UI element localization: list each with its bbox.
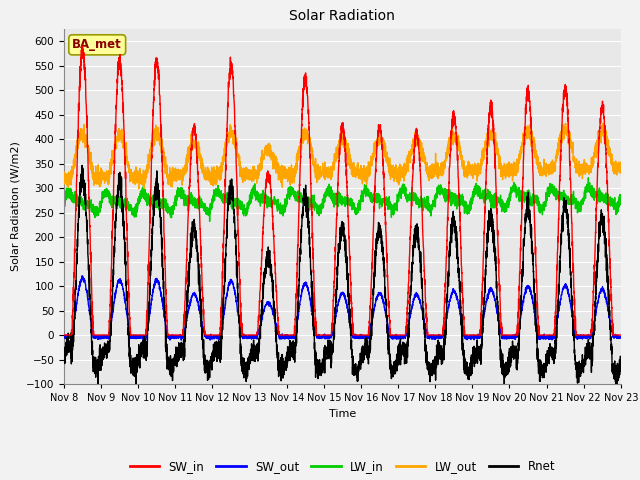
Rnet <box>499 362 507 368</box>
SW_in <box>322 332 330 338</box>
LW_out <box>499 167 507 172</box>
Rnet <box>60 354 68 360</box>
Rnet <box>616 359 624 364</box>
LW_out <box>135 186 143 192</box>
Line: Rnet: Rnet <box>64 165 621 386</box>
LW_out <box>160 151 168 156</box>
LW_in <box>616 200 624 205</box>
Rnet <box>322 357 330 362</box>
SW_out <box>206 337 214 343</box>
SW_in <box>60 332 68 338</box>
Y-axis label: Solar Radiation (W/m2): Solar Radiation (W/m2) <box>10 142 20 271</box>
SW_in <box>499 332 507 338</box>
LW_in <box>499 198 507 204</box>
SW_out <box>617 335 625 340</box>
Rnet <box>78 162 86 168</box>
LW_in <box>584 175 592 180</box>
LW_in <box>617 199 625 204</box>
Line: LW_out: LW_out <box>64 123 621 189</box>
Text: BA_met: BA_met <box>72 38 122 51</box>
LW_out <box>322 165 330 171</box>
SW_out <box>436 333 444 338</box>
LW_out <box>616 168 624 174</box>
LW_out <box>60 171 68 177</box>
SW_out <box>78 273 86 278</box>
Line: SW_out: SW_out <box>64 276 621 340</box>
SW_in <box>617 332 625 338</box>
LW_in <box>467 204 475 210</box>
Rnet <box>617 364 625 370</box>
LW_in <box>160 196 168 202</box>
SW_out <box>616 335 624 341</box>
Rnet <box>467 365 475 371</box>
LW_out <box>564 120 572 126</box>
Title: Solar Radiation: Solar Radiation <box>289 10 396 24</box>
Legend: SW_in, SW_out, LW_in, LW_out, Rnet: SW_in, SW_out, LW_in, LW_out, Rnet <box>125 455 560 478</box>
Rnet <box>436 345 444 351</box>
SW_in <box>78 43 86 49</box>
LW_in <box>436 186 444 192</box>
X-axis label: Time: Time <box>329 408 356 419</box>
SW_out <box>467 335 475 340</box>
SW_out <box>322 335 330 340</box>
Rnet <box>612 384 620 389</box>
SW_in <box>160 233 168 239</box>
SW_out <box>60 334 68 340</box>
LW_out <box>436 171 444 177</box>
LW_in <box>60 195 68 201</box>
SW_in <box>436 332 444 338</box>
SW_in <box>467 332 475 338</box>
Line: LW_in: LW_in <box>64 178 621 221</box>
SW_out <box>160 312 168 318</box>
LW_out <box>467 171 475 177</box>
SW_in <box>616 332 624 338</box>
Rnet <box>160 304 168 310</box>
SW_out <box>499 334 507 339</box>
LW_in <box>206 218 214 224</box>
Line: SW_in: SW_in <box>64 46 621 335</box>
LW_in <box>322 189 330 194</box>
LW_out <box>617 166 625 172</box>
